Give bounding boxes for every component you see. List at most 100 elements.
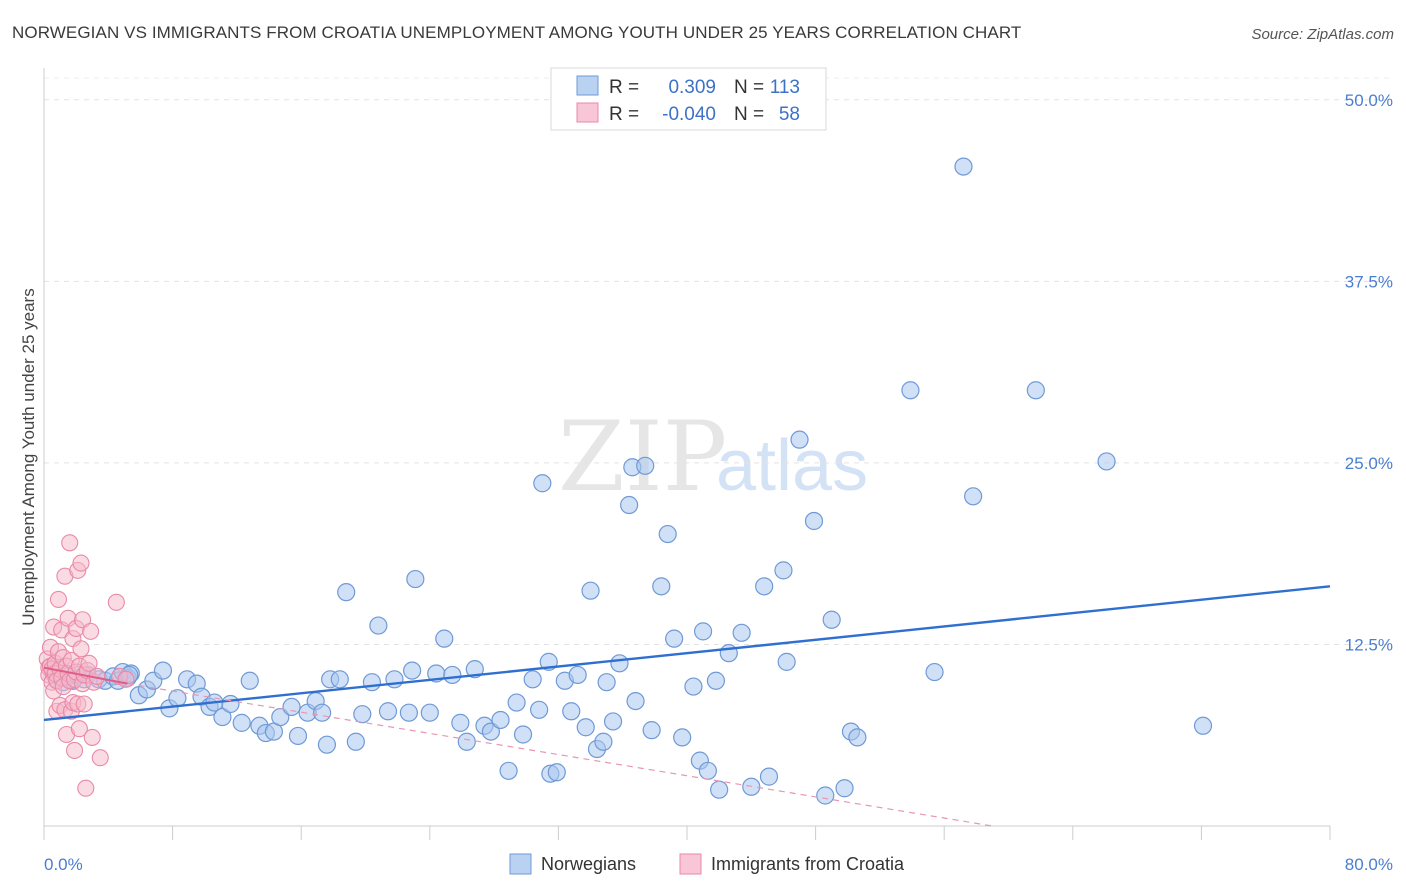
legend-r-label-2: R = <box>609 104 639 125</box>
watermark: ZIP atlas <box>558 401 868 513</box>
point-croatia-42 <box>72 554 90 572</box>
point-norwegians-35 <box>282 697 301 717</box>
point-norwegians-52 <box>406 569 425 589</box>
point-norwegians-63 <box>499 761 518 780</box>
point-norwegians-42 <box>330 670 349 689</box>
legend-n-value-2: 58 <box>779 104 800 125</box>
point-norwegians-48 <box>378 702 398 721</box>
point-norwegians-94 <box>698 761 717 780</box>
point-norwegians-73 <box>562 702 581 721</box>
y-tick-label-1: 25.0% <box>1345 454 1393 473</box>
legend-n-value-1: 113 <box>770 77 800 98</box>
point-norwegians-96 <box>710 780 729 799</box>
point-croatia-34 <box>65 741 84 760</box>
bottom-legend-swatch-norwegians <box>509 853 532 875</box>
point-norwegians-113 <box>954 157 973 176</box>
x-tick-label-max: 80.0% <box>1345 855 1393 874</box>
point-norwegians-87 <box>652 577 671 596</box>
trend-line-croatia-dashed <box>127 683 993 827</box>
point-croatia-40 <box>70 720 88 738</box>
point-norwegians-30 <box>240 671 259 690</box>
point-norwegians-86 <box>642 721 661 740</box>
chart-title: NORWEGIAN VS IMMIGRANTS FROM CROATIA UNE… <box>12 23 1021 42</box>
point-croatia-27 <box>61 534 79 552</box>
point-norwegians-40 <box>317 735 337 754</box>
point-croatia-44 <box>74 611 92 629</box>
bottom-legend-swatch-croatia <box>679 853 702 875</box>
point-croatia-46 <box>75 695 93 713</box>
point-norwegians-51 <box>403 661 422 680</box>
point-norwegians-76 <box>581 581 600 600</box>
trend-lines <box>43 585 1331 827</box>
point-croatia-47 <box>77 779 95 797</box>
point-norwegians-116 <box>1097 452 1116 471</box>
point-norwegians-114 <box>964 487 983 506</box>
series-norwegians <box>44 157 1213 805</box>
trend-line-croatia-solid <box>43 666 128 685</box>
point-norwegians-83 <box>626 691 645 711</box>
point-croatia-13 <box>49 590 68 608</box>
point-norwegians-36 <box>288 726 308 746</box>
point-croatia-51 <box>83 728 101 746</box>
legend-r-label-1: R = <box>609 77 639 98</box>
point-norwegians-46 <box>362 673 382 692</box>
point-norwegians-107 <box>822 610 841 629</box>
point-norwegians-93 <box>693 622 713 641</box>
point-norwegians-43 <box>337 583 356 602</box>
chart-source: Source: ZipAtlas.com <box>1251 26 1394 43</box>
point-norwegians-70 <box>547 763 566 782</box>
point-norwegians-105 <box>804 511 824 531</box>
legend-r-value-1: 0.309 <box>668 77 716 98</box>
point-norwegians-64 <box>507 693 526 712</box>
point-norwegians-106 <box>816 786 835 805</box>
legend-r-value-2: -0.040 <box>662 104 716 125</box>
point-norwegians-45 <box>353 705 372 724</box>
point-norwegians-29 <box>232 713 251 732</box>
point-norwegians-98 <box>732 623 751 642</box>
point-norwegians-28 <box>221 694 240 714</box>
bottom-legend: Norwegians Immigrants from Croatia <box>509 853 905 875</box>
point-norwegians-62 <box>491 710 510 730</box>
point-croatia-55 <box>107 593 125 611</box>
point-norwegians-78 <box>594 732 613 751</box>
point-norwegians-104 <box>790 430 809 449</box>
legend-n-label-1: N = <box>734 77 764 98</box>
y-tick-labels: 12.5% 25.0% 37.5% 50.0% <box>1345 91 1393 655</box>
point-norwegians-55 <box>435 629 454 648</box>
point-norwegians-27 <box>213 707 232 727</box>
point-norwegians-112 <box>925 662 944 682</box>
point-norwegians-82 <box>620 495 639 515</box>
trend-line-norwegians <box>43 585 1331 722</box>
bottom-legend-label-croatia: Immigrants from Croatia <box>711 854 905 874</box>
point-croatia-41 <box>72 640 90 658</box>
point-norwegians-19 <box>153 661 173 680</box>
point-norwegians-85 <box>636 456 655 475</box>
point-norwegians-53 <box>420 703 439 722</box>
gridlines <box>44 77 1394 645</box>
point-norwegians-110 <box>848 728 867 747</box>
axes <box>43 68 1331 840</box>
point-norwegians-61 <box>481 722 500 741</box>
point-norwegians-56 <box>443 665 462 685</box>
y-tick-label-3: 50.0% <box>1345 91 1393 110</box>
legend-swatch-norwegians <box>576 75 599 96</box>
point-norwegians-90 <box>673 728 692 747</box>
legend-n-label-2: N = <box>734 104 764 125</box>
point-croatia-49 <box>80 654 98 672</box>
point-norwegians-95 <box>706 671 726 690</box>
point-norwegians-44 <box>346 732 365 751</box>
point-norwegians-103 <box>777 652 796 671</box>
point-norwegians-74 <box>568 665 587 685</box>
bottom-legend-label-norwegians: Norwegians <box>541 854 636 874</box>
watermark-zip: ZIP <box>558 401 727 513</box>
point-norwegians-68 <box>533 474 552 493</box>
y-tick-label-2: 37.5% <box>1345 272 1393 291</box>
point-norwegians-47 <box>369 616 388 635</box>
point-norwegians-101 <box>759 767 779 786</box>
point-norwegians-59 <box>465 660 484 679</box>
point-norwegians-50 <box>399 703 419 722</box>
point-norwegians-67 <box>530 700 549 719</box>
point-norwegians-57 <box>451 713 470 732</box>
point-norwegians-88 <box>658 524 677 544</box>
